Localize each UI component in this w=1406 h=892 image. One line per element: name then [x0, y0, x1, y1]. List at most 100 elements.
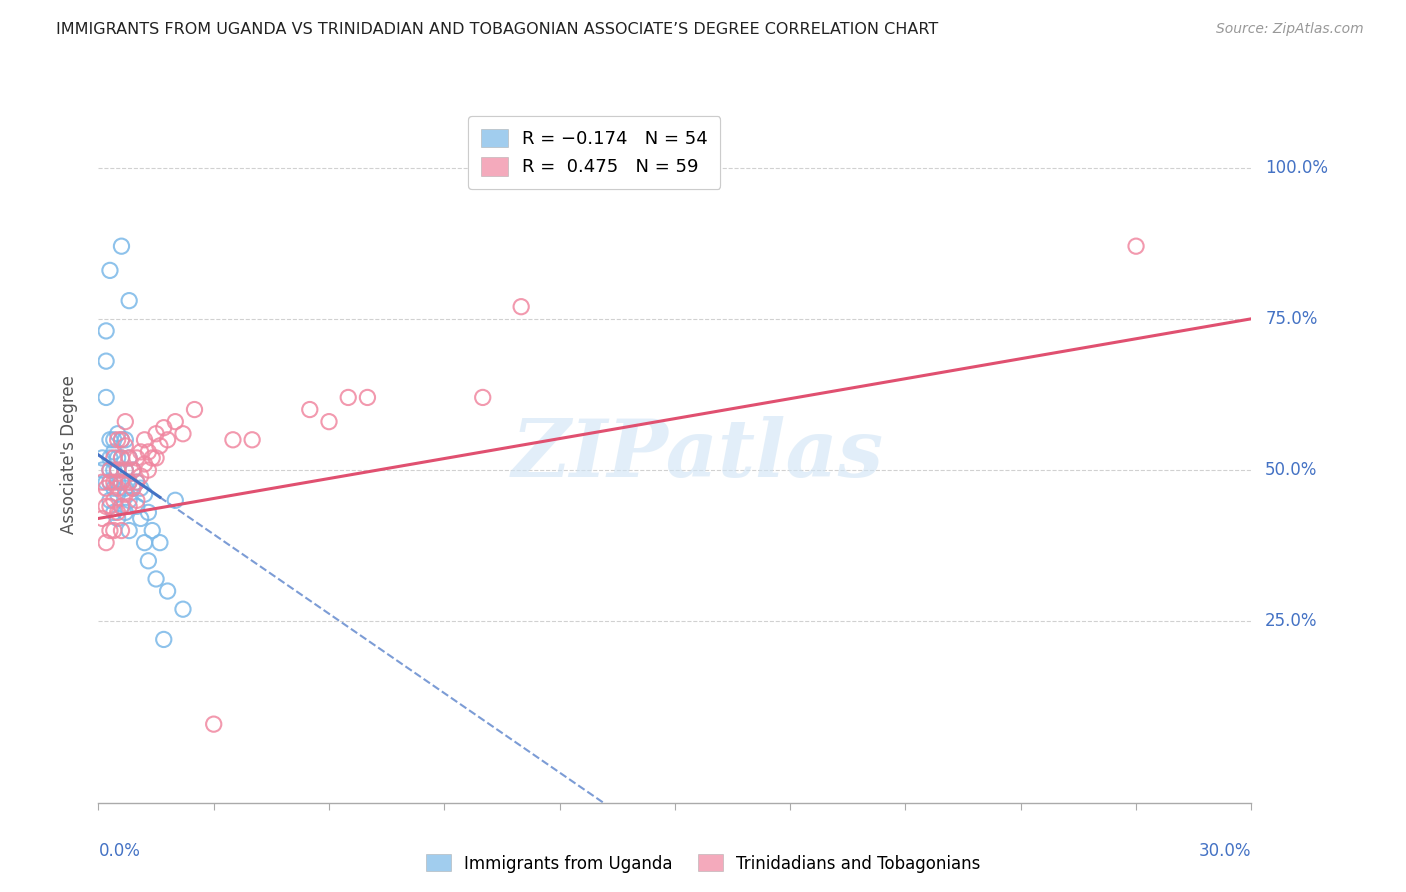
Point	[129, 445, 152, 459]
Point	[118, 450, 141, 465]
Point	[1125, 239, 1147, 253]
Point	[110, 450, 132, 465]
Point	[114, 433, 136, 447]
Point	[165, 415, 187, 429]
Point	[129, 469, 152, 483]
Point	[318, 415, 340, 429]
Point	[98, 450, 121, 465]
Point	[103, 445, 125, 459]
Y-axis label: Associate's Degree: Associate's Degree	[59, 376, 77, 534]
Legend: R = −0.174   N = 54, R =  0.475   N = 59: R = −0.174 N = 54, R = 0.475 N = 59	[468, 116, 720, 189]
Point	[110, 450, 132, 465]
Point	[129, 511, 152, 525]
Point	[165, 493, 187, 508]
Point	[122, 481, 145, 495]
Point	[107, 481, 129, 495]
Point	[114, 463, 136, 477]
Point	[122, 463, 145, 477]
Point	[103, 433, 125, 447]
Point	[103, 481, 125, 495]
Point	[125, 450, 148, 465]
Point	[91, 511, 114, 525]
Point	[110, 500, 132, 514]
Point	[94, 535, 117, 549]
Text: 0.0%: 0.0%	[98, 842, 141, 860]
Point	[107, 433, 129, 447]
Text: 25.0%: 25.0%	[1265, 612, 1317, 631]
Point	[122, 463, 145, 477]
Point	[118, 493, 141, 508]
Point	[107, 463, 129, 477]
Point	[118, 475, 141, 490]
Point	[98, 524, 121, 538]
Point	[114, 481, 136, 495]
Point	[337, 391, 360, 405]
Point	[110, 500, 132, 514]
Text: ZIPatlas: ZIPatlas	[512, 417, 884, 493]
Point	[172, 602, 194, 616]
Point	[138, 445, 160, 459]
Point	[138, 554, 160, 568]
Text: 75.0%: 75.0%	[1265, 310, 1317, 327]
Point	[107, 426, 129, 441]
Point	[125, 475, 148, 490]
Point	[129, 481, 152, 495]
Point	[149, 439, 172, 453]
Point	[103, 524, 125, 538]
Point	[98, 433, 121, 447]
Point	[138, 463, 160, 477]
Point	[110, 475, 132, 490]
Point	[471, 391, 494, 405]
Point	[125, 493, 148, 508]
Point	[94, 500, 117, 514]
Point	[149, 535, 172, 549]
Point	[510, 300, 533, 314]
Point	[114, 463, 136, 477]
Point	[107, 487, 129, 501]
Point	[94, 324, 117, 338]
Point	[240, 433, 263, 447]
Point	[98, 263, 121, 277]
Point	[183, 402, 205, 417]
Point	[356, 391, 378, 405]
Point	[103, 493, 125, 508]
Point	[118, 524, 141, 538]
Point	[145, 426, 167, 441]
Point	[103, 505, 125, 519]
Point	[107, 505, 129, 519]
Point	[94, 354, 117, 368]
Point	[103, 450, 125, 465]
Point	[114, 415, 136, 429]
Point	[134, 457, 156, 471]
Point	[110, 524, 132, 538]
Point	[134, 487, 156, 501]
Point	[118, 475, 141, 490]
Point	[172, 426, 194, 441]
Point	[91, 450, 114, 465]
Point	[110, 475, 132, 490]
Point	[222, 433, 245, 447]
Point	[103, 475, 125, 490]
Point	[110, 433, 132, 447]
Point	[110, 239, 132, 253]
Text: Source: ZipAtlas.com: Source: ZipAtlas.com	[1216, 22, 1364, 37]
Point	[141, 450, 163, 465]
Point	[134, 535, 156, 549]
Point	[141, 524, 163, 538]
Point	[156, 584, 179, 599]
Text: 50.0%: 50.0%	[1265, 461, 1317, 479]
Text: IMMIGRANTS FROM UGANDA VS TRINIDADIAN AND TOBAGONIAN ASSOCIATE’S DEGREE CORRELAT: IMMIGRANTS FROM UGANDA VS TRINIDADIAN AN…	[56, 22, 938, 37]
Point	[114, 487, 136, 501]
Point	[134, 433, 156, 447]
Point	[145, 572, 167, 586]
Point	[91, 463, 114, 477]
Point	[114, 505, 136, 519]
Point	[107, 475, 129, 490]
Point	[98, 493, 121, 508]
Point	[98, 463, 121, 477]
Point	[118, 500, 141, 514]
Legend: Immigrants from Uganda, Trinidadians and Tobagonians: Immigrants from Uganda, Trinidadians and…	[419, 847, 987, 880]
Point	[94, 481, 117, 495]
Point	[103, 463, 125, 477]
Point	[107, 511, 129, 525]
